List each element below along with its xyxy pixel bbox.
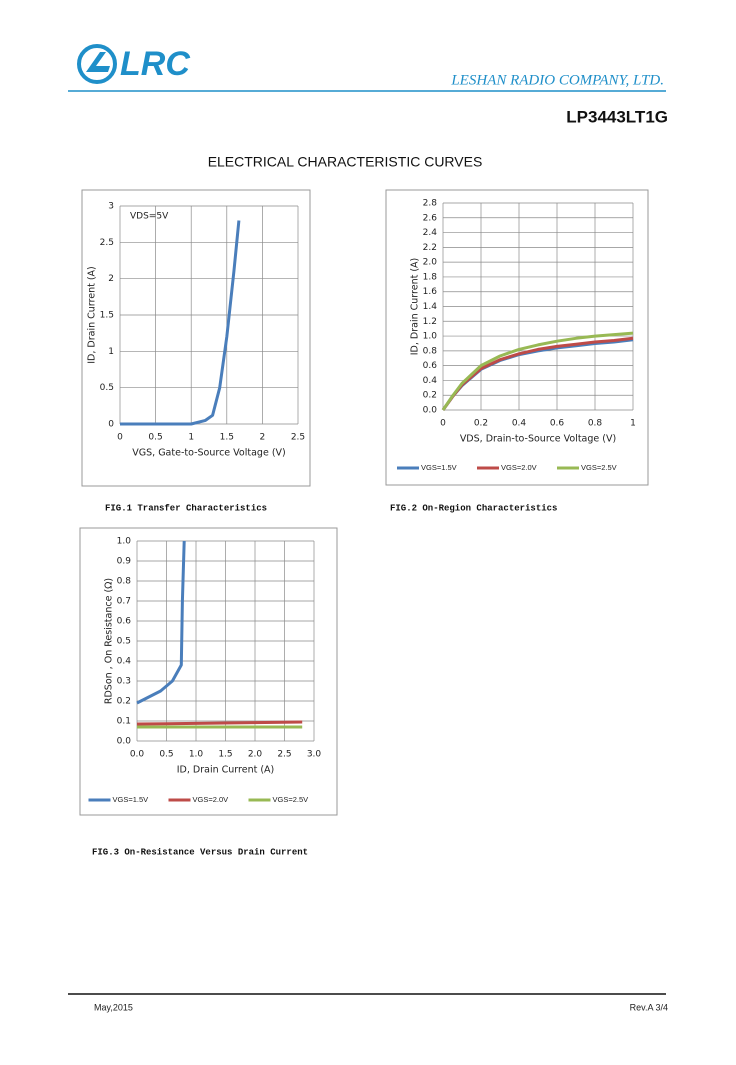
chart-frame (79, 527, 338, 816)
annotation: VDS=5V (130, 212, 169, 222)
y-tick-label: 0.4 (117, 657, 132, 667)
y-tick-label: 0.6 (117, 617, 132, 627)
data-line (136, 720, 303, 726)
y-tick-label: 1.5 (100, 311, 114, 321)
x-tick-label: 2 (260, 433, 266, 443)
logo-text: LRC (120, 45, 190, 83)
legend-label: VGS=2.0V (193, 795, 229, 804)
y-tick-label: 0.7 (117, 597, 131, 607)
y-tick-label: 1.6 (423, 287, 438, 297)
y-tick-label: 0.8 (117, 577, 132, 587)
y-tick-label: 0.0 (423, 406, 438, 416)
x-tick-label: 0.5 (148, 433, 162, 443)
x-tick-label: 2.0 (248, 750, 263, 760)
x-tick-label: 2.5 (277, 750, 291, 760)
y-tick-label: 0.2 (117, 697, 131, 707)
x-tick-label: 1.0 (189, 750, 204, 760)
figure-caption: FIG.3 On-Resistance Versus Drain Current (92, 847, 308, 857)
y-tick-label: 3 (108, 202, 114, 212)
y-tick-label: 1.8 (423, 272, 438, 282)
x-tick-label: 1 (188, 433, 194, 443)
legend-label: VGS=1.5V (421, 463, 457, 472)
x-tick-label: 0 (440, 419, 446, 429)
company-name: LESHAN RADIO COMPANY, LTD. (450, 72, 664, 88)
y-tick-label: 2 (108, 274, 114, 284)
y-tick-label: 2.4 (423, 228, 438, 238)
y-tick-label: 0.5 (117, 637, 131, 647)
y-tick-label: 2.6 (423, 213, 438, 223)
y-tick-label: 0.2 (423, 391, 437, 401)
legend-label: VGS=2.0V (501, 463, 537, 472)
x-tick-label: 1 (630, 419, 636, 429)
footer-revision: Rev.A 3/4 (630, 1002, 668, 1012)
y-tick-label: 1.0 (423, 332, 438, 342)
x-tick-label: 0.6 (550, 419, 565, 429)
x-tick-label: 0.4 (512, 419, 527, 429)
x-axis-label: ID, Drain Current (A) (177, 765, 275, 776)
y-axis-label: ID, Drain Current (A) (87, 266, 98, 364)
legend-label: VGS=2.5V (581, 463, 617, 472)
y-tick-label: 0 (108, 420, 114, 430)
section-title: ELECTRICAL CHARACTERISTIC CURVES (208, 154, 483, 170)
x-tick-label: 3.0 (307, 750, 322, 760)
figure-caption: FIG.2 On-Region Characteristics (390, 503, 557, 513)
x-tick-label: 2.5 (291, 433, 305, 443)
x-tick-label: 0.2 (474, 419, 488, 429)
x-tick-label: 1.5 (220, 433, 234, 443)
y-axis-label: RDSon , On Resistance (Ω) (104, 578, 115, 704)
y-tick-label: 1.4 (423, 302, 438, 312)
y-tick-label: 0.1 (117, 717, 131, 727)
y-tick-label: 2.0 (423, 258, 438, 268)
y-tick-label: 0.3 (117, 677, 131, 687)
y-tick-label: 2.2 (423, 243, 437, 253)
x-tick-label: 0 (117, 433, 123, 443)
x-tick-label: 1.5 (218, 750, 232, 760)
chart-frame (385, 189, 649, 486)
y-tick-label: 2.8 (423, 199, 438, 209)
y-tick-label: 0.0 (117, 737, 132, 747)
x-tick-label: 0.5 (159, 750, 173, 760)
figure-caption: FIG.1 Transfer Characteristics (105, 503, 267, 513)
y-tick-label: 0.6 (423, 361, 438, 371)
logo: LRC (77, 44, 190, 84)
x-axis-label: VDS, Drain-to-Source Voltage (V) (460, 434, 616, 445)
y-tick-label: 0.9 (117, 557, 132, 567)
part-number: LP3443LT1G (566, 107, 668, 126)
y-tick-label: 2.5 (100, 238, 114, 248)
x-tick-label: 0.8 (588, 419, 603, 429)
x-axis-label: VGS, Gate-to-Source Voltage (V) (132, 448, 285, 459)
y-tick-label: 0.8 (423, 346, 438, 356)
x-tick-label: 0.0 (130, 750, 145, 760)
footer-date: May,2015 (94, 1002, 133, 1012)
y-tick-label: 0.5 (100, 383, 114, 393)
legend-label: VGS=2.5V (273, 795, 309, 804)
y-axis-label: ID, Drain Current (A) (410, 258, 421, 356)
y-tick-label: 1.2 (423, 317, 437, 327)
y-tick-label: 0.4 (423, 376, 438, 386)
data-line (120, 220, 241, 426)
data-line (441, 331, 634, 411)
y-tick-label: 1 (108, 347, 114, 357)
data-line (136, 540, 186, 705)
legend-label: VGS=1.5V (113, 795, 149, 804)
y-tick-label: 1.0 (117, 537, 132, 547)
